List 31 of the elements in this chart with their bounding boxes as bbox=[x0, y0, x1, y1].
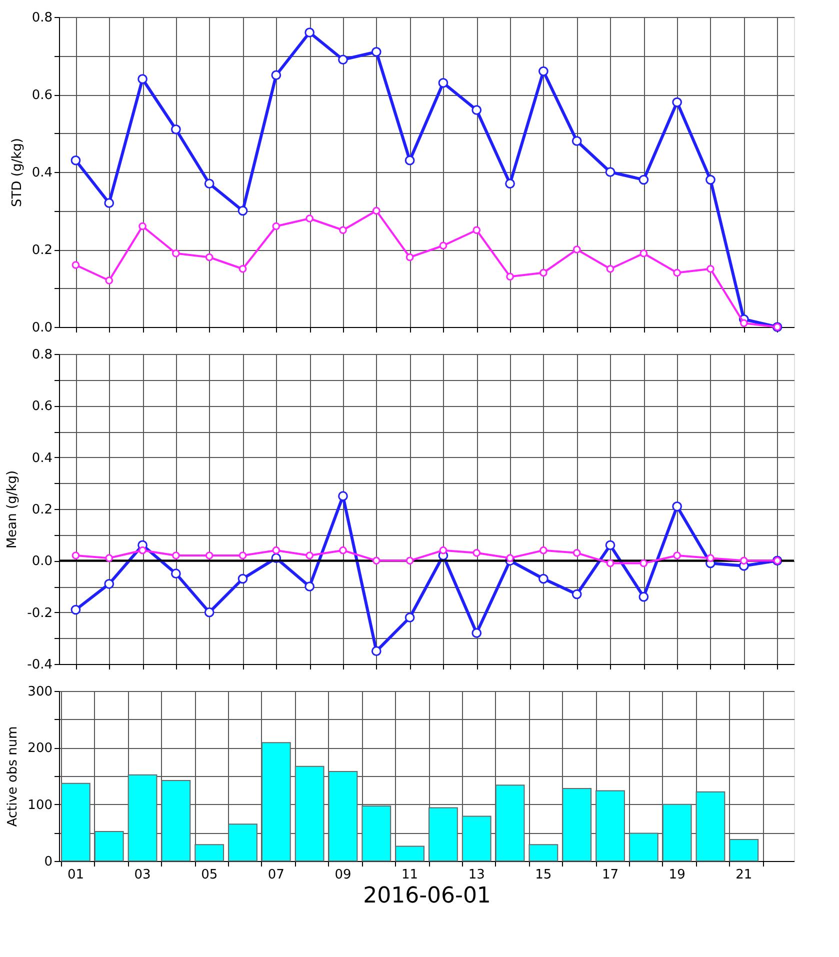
x-tick-label: 21 bbox=[736, 868, 752, 882]
x-tick-label: 09 bbox=[334, 868, 352, 882]
y-tick-label: -0.4 bbox=[27, 658, 52, 672]
x-tick-label: 11 bbox=[402, 868, 418, 882]
x-tick-label: 01 bbox=[67, 868, 84, 882]
y-tick-label: 0.0 bbox=[32, 320, 52, 336]
y-tick-label: 0.2 bbox=[32, 502, 52, 518]
y-tick-label: 300 bbox=[28, 684, 52, 700]
y-tick-label: 0.8 bbox=[32, 348, 52, 362]
y-tick-label: 0.6 bbox=[32, 399, 52, 414]
x-tick-label: 05 bbox=[201, 868, 218, 882]
x-tick-label: 07 bbox=[268, 868, 284, 882]
x-tick-label: 13 bbox=[468, 868, 485, 882]
y-axis-title: Mean (g/kg) bbox=[5, 470, 20, 549]
x-axis-title: 2016-06-01 bbox=[363, 884, 491, 908]
x-tick-label: 03 bbox=[134, 868, 151, 882]
y-tick-label: 0.0 bbox=[32, 554, 52, 570]
y-tick-label: 0.2 bbox=[32, 243, 52, 258]
y-tick-label: 0.4 bbox=[32, 450, 52, 466]
x-tick-label: 17 bbox=[602, 868, 619, 882]
y-tick-label: 0 bbox=[44, 854, 52, 870]
y-axis-title: STD (g/kg) bbox=[10, 138, 25, 207]
x-tick-label: 15 bbox=[535, 868, 552, 882]
y-axis-title: Active obs num bbox=[6, 726, 21, 827]
x-tick-label: 19 bbox=[668, 868, 686, 882]
y-tick-label: 0.8 bbox=[32, 10, 52, 26]
y-tick-label: 200 bbox=[28, 741, 52, 756]
y-tick-label: 0.6 bbox=[32, 88, 52, 103]
y-tick-label: 0.4 bbox=[32, 166, 52, 180]
y-tick-label: -0.2 bbox=[27, 606, 52, 621]
y-tick-label: 100 bbox=[28, 798, 52, 813]
